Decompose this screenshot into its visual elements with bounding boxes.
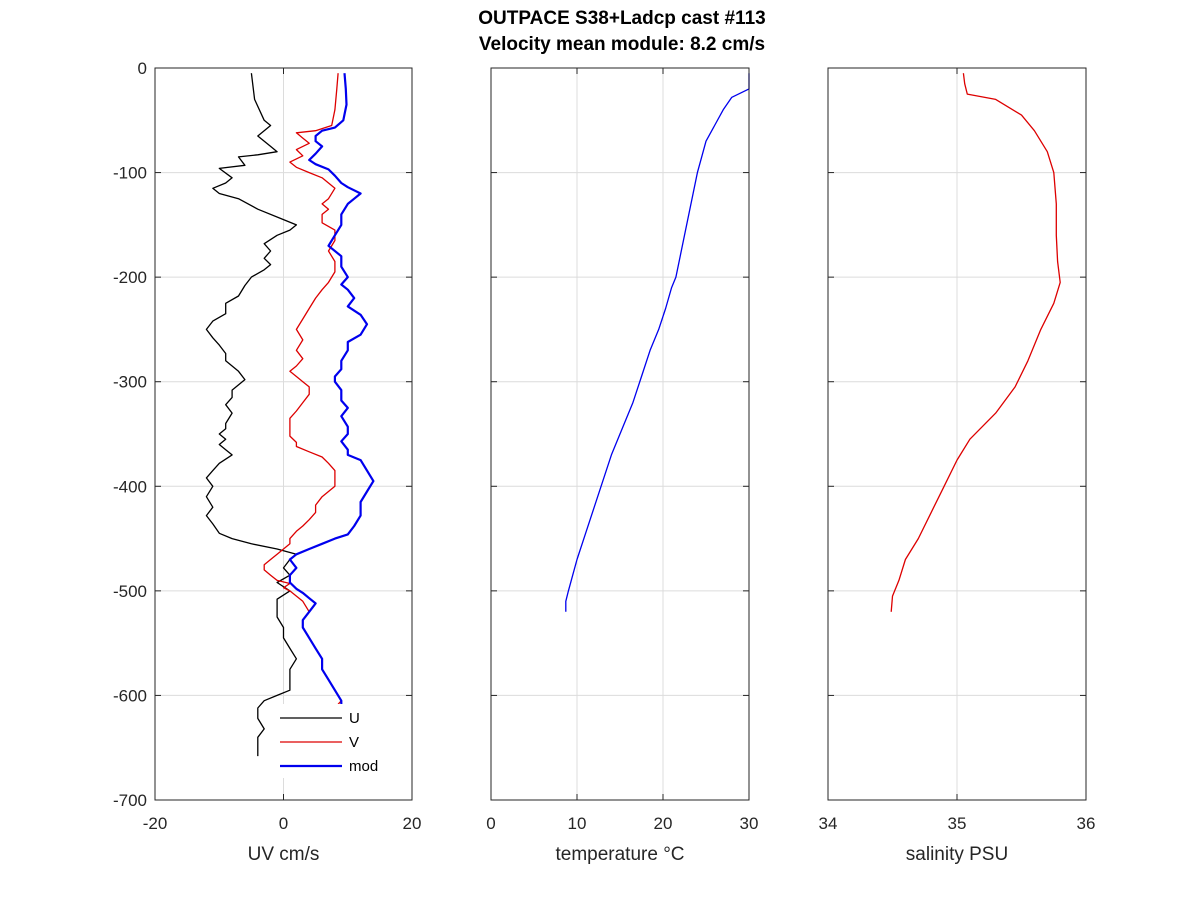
- velocity-ytick-label: -400: [113, 477, 147, 496]
- salinity-xtick-label: 34: [819, 814, 838, 833]
- temperature-xtick-label: 20: [654, 814, 673, 833]
- velocity-ytick-label: -600: [113, 686, 147, 705]
- velocity-ytick-label: -700: [113, 791, 147, 810]
- velocity-xtick-label: 0: [279, 814, 288, 833]
- temperature-xtick-label: 0: [486, 814, 495, 833]
- velocity-ytick-label: -200: [113, 268, 147, 287]
- temperature-axes-box: [490, 67, 750, 801]
- legend-label-u: U: [349, 710, 360, 727]
- velocity-xtick-label: 20: [403, 814, 422, 833]
- velocity-ytick-label: -500: [113, 582, 147, 601]
- salinity-xlabel: salinity PSU: [906, 844, 1008, 865]
- velocity-xlabel: UV cm/s: [248, 844, 320, 865]
- temperature-xtick-label: 30: [740, 814, 759, 833]
- temperature-panel: 0 10 20 30 temperature °C: [486, 67, 759, 865]
- salinity-xtick-label: 35: [948, 814, 967, 833]
- salinity-panel: 34 35 36 salinity PSU: [819, 67, 1096, 865]
- legend-label-v: V: [349, 734, 359, 751]
- salinity-xtick-label: 36: [1077, 814, 1096, 833]
- temperature-line-series-0: [565, 73, 750, 612]
- velocity-xtick-label: -20: [143, 814, 168, 833]
- velocity-ytick-label: 0: [138, 59, 147, 78]
- velocity-ytick-label: -300: [113, 373, 147, 392]
- legend: U V mod: [272, 704, 390, 778]
- legend-label-mod: mod: [349, 758, 378, 775]
- velocity-line-mod: [288, 73, 375, 753]
- velocity-line-u: [205, 73, 298, 757]
- velocity-ytick-label: -100: [113, 164, 147, 183]
- salinity-line-series-0: [890, 73, 1061, 612]
- figure-title-line2: Velocity mean module: 8.2 cm/s: [479, 34, 765, 55]
- figure-title-line1: OUTPACE S38+Ladcp cast #113: [478, 8, 765, 29]
- temperature-xtick-label: 10: [568, 814, 587, 833]
- temperature-xlabel: temperature °C: [555, 844, 684, 865]
